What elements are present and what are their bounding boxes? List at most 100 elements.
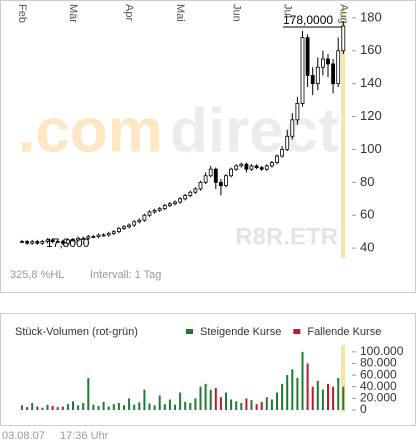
y-tick-label: 120	[360, 108, 382, 123]
candle-body	[157, 208, 162, 211]
volume-bar	[21, 405, 23, 410]
symbol-watermark: R8R.ETR	[235, 223, 338, 250]
candle-body	[244, 163, 249, 170]
volume-bar	[153, 405, 156, 410]
candle-body	[295, 102, 300, 121]
candle-body	[326, 58, 330, 65]
volume-bar	[163, 404, 166, 410]
candle-body	[320, 58, 325, 68]
volume-panel	[0, 313, 416, 426]
candle-body	[117, 227, 121, 233]
volume-bar	[77, 405, 80, 410]
volume-bar	[337, 378, 340, 410]
y-tick-label: 100	[360, 141, 382, 156]
y-tick-label: 80	[360, 174, 374, 189]
highlight	[341, 345, 345, 412]
volume-bar	[31, 403, 34, 410]
candle-body	[183, 195, 188, 200]
highlight	[341, 8, 345, 258]
candle-body	[122, 226, 126, 229]
x-tick-label: Mai	[174, 4, 186, 22]
volume-bar	[342, 386, 345, 410]
candle-body	[30, 241, 35, 244]
y-tick-label: 0	[360, 402, 367, 416]
volume-bar	[209, 389, 212, 410]
volume-bar	[250, 400, 253, 410]
y-tick-label: 40.000	[360, 379, 397, 393]
y-tick-label: 80.000	[360, 356, 397, 370]
interval-label: Intervall: 1 Tag	[90, 269, 161, 281]
candle-body	[132, 221, 137, 226]
legend-swatch	[186, 329, 193, 334]
candle-body	[213, 168, 218, 183]
candle-body	[259, 167, 264, 170]
x-tick-label: Jul	[281, 4, 293, 18]
candle-body	[285, 135, 290, 150]
candle-body	[315, 66, 320, 85]
candle-body	[218, 181, 223, 187]
volume-title: Stück-Volumen (rot-grün)	[15, 326, 138, 338]
y-tick-label: 20.000	[360, 391, 397, 405]
volume-bar	[291, 369, 294, 410]
candle-body	[341, 25, 346, 52]
candle-body	[20, 241, 24, 243]
candle-body	[167, 203, 172, 206]
volume-bar	[143, 389, 146, 410]
candle-body	[40, 241, 45, 244]
volume-bar	[260, 401, 263, 410]
candle-body	[290, 119, 295, 137]
candle-body	[35, 241, 40, 244]
volume-bar	[107, 406, 110, 410]
candle-body	[152, 209, 157, 213]
volume-bar	[128, 398, 131, 410]
volume-bar	[123, 405, 125, 410]
footer-time: 17:36 Uhr	[60, 430, 109, 442]
candle-body	[188, 191, 193, 196]
candle-body	[55, 241, 60, 243]
candle-body	[224, 175, 228, 187]
volume-bar	[41, 407, 44, 410]
volume-bar	[270, 399, 273, 410]
candle-body	[101, 234, 106, 237]
candle-body	[137, 219, 142, 223]
candle-body	[198, 181, 203, 190]
candle-body	[173, 201, 177, 205]
candle-body	[162, 204, 167, 210]
volume-bar	[194, 398, 197, 410]
volume-bar	[179, 392, 182, 410]
y-tick-label: 140	[360, 75, 382, 90]
volume-bar	[112, 404, 115, 410]
y-tick-label: 60	[360, 207, 374, 222]
legend-label: Steigende Kurse	[200, 326, 281, 338]
volume-bar	[87, 378, 90, 410]
candle-body	[249, 165, 254, 170]
volume-bar	[199, 386, 202, 410]
footer-date: 03.08.07	[2, 430, 45, 442]
candle-body	[91, 236, 96, 239]
volume-bar	[296, 378, 299, 410]
candle-body	[254, 165, 259, 168]
y-tick-label: 40	[360, 240, 374, 255]
volume-bar	[327, 383, 329, 410]
volume-bar	[133, 404, 136, 410]
candle-body	[275, 155, 279, 164]
volume-bar	[276, 392, 278, 410]
volume-bar	[230, 399, 233, 410]
volume-bar	[204, 383, 207, 410]
candle-body	[71, 239, 75, 242]
candle-body	[305, 37, 310, 76]
watermark: direct	[170, 96, 339, 165]
candle-body	[208, 168, 213, 177]
volume-bar	[240, 403, 243, 410]
volume-bar	[265, 397, 268, 410]
volume-bar	[158, 395, 161, 410]
volume-bar	[174, 404, 176, 410]
watermark: .com	[18, 96, 163, 165]
volume-bar	[56, 407, 59, 410]
volume-bar	[51, 405, 54, 410]
candle-body	[50, 239, 55, 242]
volume-bar	[46, 404, 49, 410]
volume-bar	[225, 392, 227, 410]
volume-bar	[235, 401, 238, 410]
candle-body	[106, 232, 111, 236]
